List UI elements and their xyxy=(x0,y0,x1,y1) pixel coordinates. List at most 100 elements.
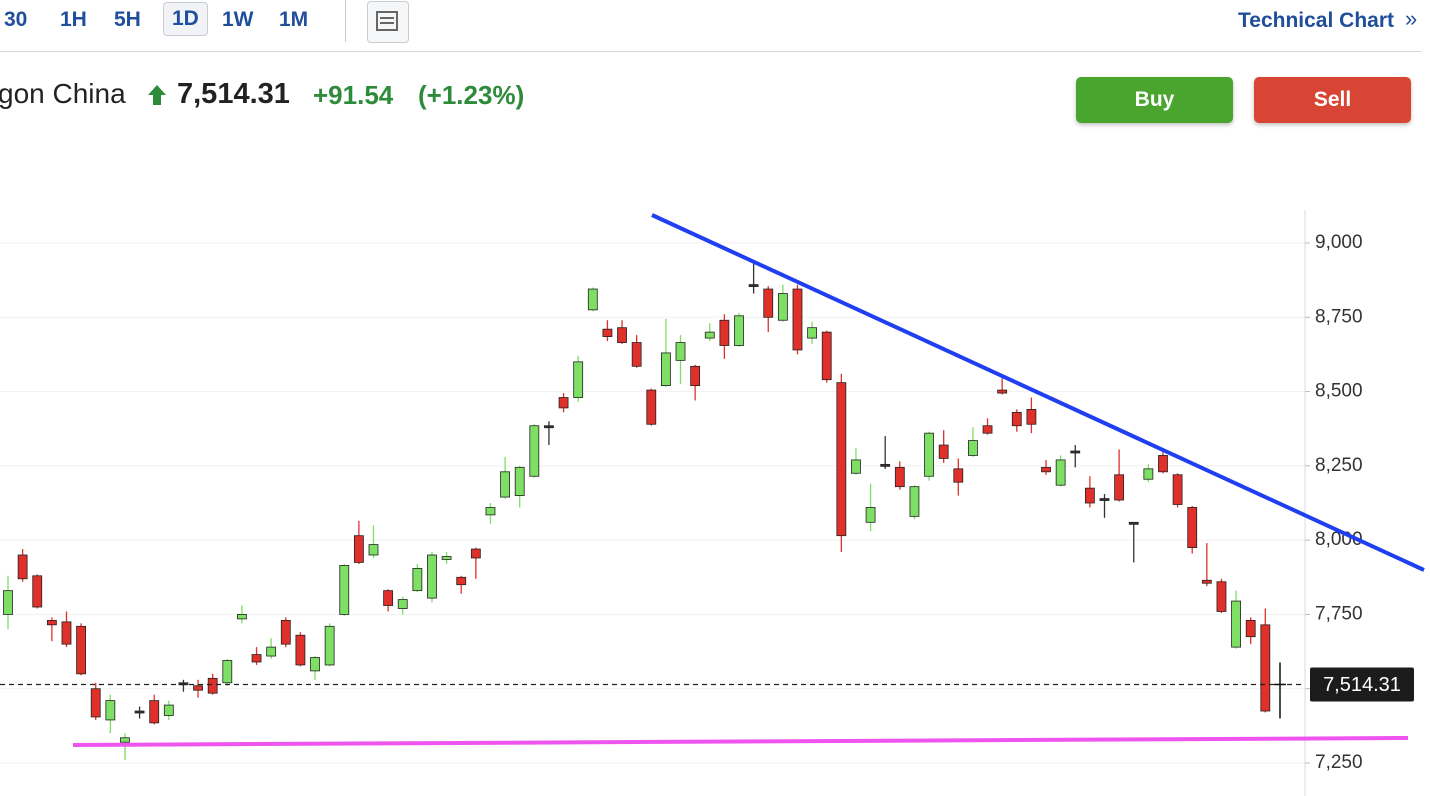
timeframe[interactable]: 5H xyxy=(114,8,141,31)
y-tick-label: 8,250 xyxy=(1315,455,1363,476)
candle-body xyxy=(412,567,423,592)
up-arrow xyxy=(148,85,166,105)
candle-body xyxy=(339,565,350,615)
y-tick-label: 8,750 xyxy=(1315,306,1363,327)
instrument-name: gon China xyxy=(0,78,126,109)
candle-body xyxy=(1216,581,1227,612)
last-price-label: 7,514.31 xyxy=(1323,674,1401,696)
candle-body xyxy=(587,288,598,311)
candle-body xyxy=(485,507,496,516)
candle-body xyxy=(880,463,891,467)
candle-body xyxy=(1143,468,1154,480)
candle-body xyxy=(1026,408,1037,425)
candle-body xyxy=(295,634,306,666)
y-tick-label: 8,500 xyxy=(1315,381,1363,402)
candle-body xyxy=(704,331,715,339)
candle-body xyxy=(953,468,964,483)
candle-body xyxy=(558,397,569,409)
candle-body xyxy=(120,737,130,743)
candle-body xyxy=(76,625,86,675)
candle-body xyxy=(894,466,905,488)
timeframe-selected[interactable]: 1D xyxy=(163,2,208,36)
timeframe[interactable]: 1H xyxy=(60,8,87,31)
technical-chart-link[interactable]: Technical Chart xyxy=(1238,9,1394,32)
sell-button[interactable]: Sell xyxy=(1254,77,1411,123)
candle-body xyxy=(719,319,730,346)
candle-body xyxy=(836,382,847,537)
buy-button[interactable]: Buy xyxy=(1076,77,1233,123)
candle-body xyxy=(368,544,379,556)
price: 7,514.31 xyxy=(177,78,290,110)
timeframe[interactable]: 1M xyxy=(279,8,309,31)
candle-body xyxy=(938,444,949,459)
candle-body xyxy=(1245,619,1256,638)
candle-body xyxy=(1041,466,1051,473)
y-tick-label: 7,250 xyxy=(1315,752,1363,773)
candle-body xyxy=(46,619,57,626)
candle-body xyxy=(529,425,540,477)
candle-body xyxy=(690,365,701,387)
candle-body xyxy=(617,327,627,343)
candle-body xyxy=(675,342,686,361)
candle-body xyxy=(1231,600,1241,648)
candle-body xyxy=(32,575,43,608)
candle-body xyxy=(924,432,934,477)
candle-body xyxy=(310,657,320,672)
candle-body xyxy=(1011,411,1022,427)
candle-body xyxy=(456,576,467,586)
timeframe[interactable]: 1W xyxy=(222,8,254,31)
candle-body xyxy=(602,328,613,337)
candle-body xyxy=(1084,487,1095,504)
candle-body xyxy=(807,327,817,339)
candle-body xyxy=(763,288,774,318)
candle-body xyxy=(1070,450,1081,454)
divider xyxy=(0,51,1422,52)
candle-body xyxy=(149,700,160,724)
trendline-support xyxy=(72,736,1409,747)
candle-body xyxy=(237,614,247,620)
candle-body xyxy=(105,700,116,721)
candle-body xyxy=(1114,474,1125,501)
candle-body xyxy=(1158,455,1168,473)
candle-body xyxy=(982,425,993,434)
candle-body xyxy=(748,284,759,287)
candle-body xyxy=(821,331,832,381)
separator xyxy=(345,0,346,42)
candle-body xyxy=(968,440,978,456)
chevron[interactable]: » xyxy=(1405,6,1418,31)
candle-body xyxy=(500,471,510,498)
candle-body xyxy=(61,621,72,645)
candle-body xyxy=(1099,498,1110,501)
candle-body xyxy=(661,352,671,387)
candle-body xyxy=(1260,624,1271,712)
candle-body xyxy=(353,535,364,563)
candle-body xyxy=(792,288,803,351)
candle-body xyxy=(280,619,291,645)
candle-body xyxy=(1128,521,1139,525)
candle-body xyxy=(324,625,335,666)
candle-body xyxy=(865,507,876,523)
candle-body xyxy=(573,361,584,398)
candle-body xyxy=(207,677,218,694)
layout-icon[interactable] xyxy=(367,1,409,43)
candle-body xyxy=(3,590,13,615)
candle-body xyxy=(266,646,277,657)
candle-body xyxy=(1055,459,1066,486)
candle-body xyxy=(777,293,788,321)
candle-body xyxy=(1201,579,1212,584)
last-price-box xyxy=(1310,667,1414,702)
y-tick-label: 7,750 xyxy=(1315,603,1363,624)
candle-body xyxy=(631,342,642,367)
candle-body xyxy=(163,704,174,716)
candle-body xyxy=(441,556,452,560)
candle-body xyxy=(90,688,101,718)
candle-body xyxy=(544,425,554,429)
candle-body xyxy=(909,486,920,517)
candle-body xyxy=(193,685,203,691)
y-tick-label: 9,000 xyxy=(1315,232,1363,253)
candle-body xyxy=(997,389,1008,394)
timeframe[interactable]: 30 xyxy=(4,8,28,31)
candle-body xyxy=(851,459,861,474)
